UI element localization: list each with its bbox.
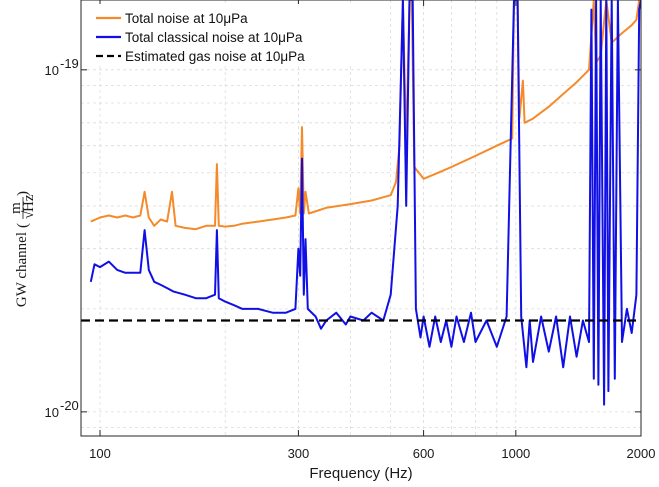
y-tick-label: 10 (45, 63, 59, 78)
legend-label-1: Total noise at 10μPa (125, 11, 248, 26)
x-tick-label: 600 (413, 446, 435, 461)
y-axis-unit-close-paren: ) (15, 191, 31, 196)
legend-label-3: Estimated gas noise at 10μPa (125, 49, 305, 64)
x-tick-label: 100 (89, 446, 111, 461)
x-axis-label: Frequency (Hz) (309, 465, 412, 482)
legend-label-2: Total classical noise at 10μPa (125, 30, 303, 45)
x-tick-label: 1000 (501, 446, 530, 461)
x-tick-label: 300 (288, 446, 310, 461)
y-axis-label: GW channel (14, 232, 30, 307)
x-tick-label: 2000 (627, 446, 656, 461)
y-tick-exponent: -19 (60, 56, 79, 71)
y-axis-unit-open-paren: ( (15, 223, 31, 228)
y-tick-exponent: -20 (60, 398, 79, 413)
legend: Total noise at 10μPa Total classical nois… (91, 4, 376, 66)
y-tick-label: 10 (45, 405, 59, 420)
